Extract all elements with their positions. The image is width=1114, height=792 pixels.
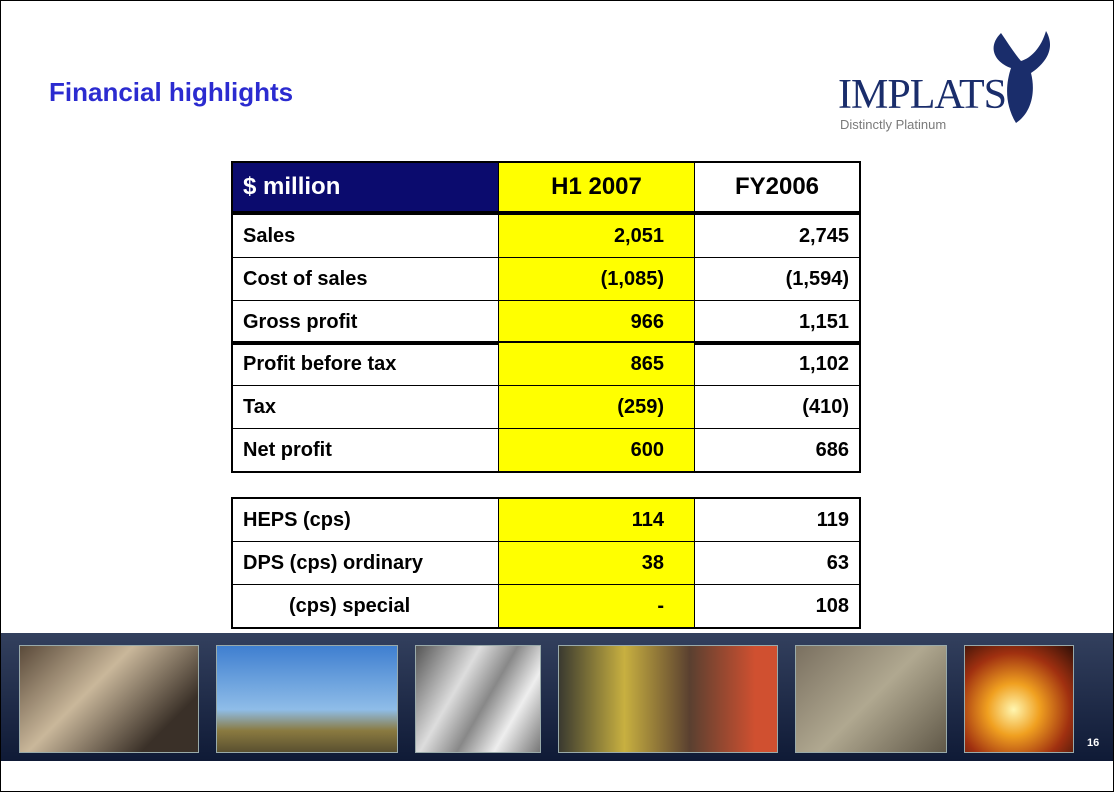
table-row: (cps) special-108 [233,584,859,627]
row-label: Gross profit [233,301,499,343]
table-cell: 686 [695,429,859,471]
photo [964,645,1074,753]
row-label: (cps) special [233,585,499,627]
table-cell: 114 [499,499,695,541]
slide-title: Financial highlights [49,77,293,108]
photo [558,645,778,753]
photo [216,645,398,753]
table-row: Tax(259)(410) [233,385,859,428]
photo-strip: 16 [1,633,1113,761]
column-header: $ million [233,163,499,211]
table-cell: 865 [499,343,695,385]
logo-tagline: Distinctly Platinum [840,117,946,132]
logo-name: IMPLATS [838,71,1006,119]
table-cell: 119 [695,499,859,541]
row-label: Net profit [233,429,499,471]
slide: Financial highlights IMPLATS Distinctly … [0,0,1114,792]
row-label: Cost of sales [233,258,499,300]
table-cell: 2,745 [695,215,859,257]
table-cell: - [499,585,695,627]
page-number: 16 [1087,737,1099,749]
row-label: Profit before tax [233,343,499,385]
table-cell: 966 [499,301,695,343]
row-label: Sales [233,215,499,257]
photo [19,645,199,753]
table-row: Cost of sales(1,085)(1,594) [233,257,859,300]
row-label: DPS (cps) ordinary [233,542,499,584]
table-cell: 63 [695,542,859,584]
table-cell: 108 [695,585,859,627]
table-cell: 1,151 [695,301,859,343]
column-header: H1 2007 [499,163,695,211]
row-label: HEPS (cps) [233,499,499,541]
row-label: Tax [233,386,499,428]
table-cell: (1,594) [695,258,859,300]
table-cell: 2,051 [499,215,695,257]
photo [795,645,947,753]
table-cell: (1,085) [499,258,695,300]
column-header: FY2006 [695,163,859,211]
table-cell: 1,102 [695,343,859,385]
table-cell: 600 [499,429,695,471]
photo [415,645,541,753]
table-cell: 38 [499,542,695,584]
logo: IMPLATS Distinctly Platinum [836,23,1066,133]
table-cell: (410) [695,386,859,428]
table-cell: (259) [499,386,695,428]
